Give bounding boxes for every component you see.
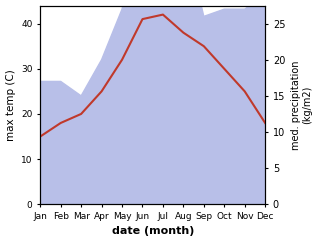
Y-axis label: med. precipitation
(kg/m2): med. precipitation (kg/m2) (291, 60, 313, 150)
Y-axis label: max temp (C): max temp (C) (5, 69, 16, 141)
X-axis label: date (month): date (month) (112, 227, 194, 236)
